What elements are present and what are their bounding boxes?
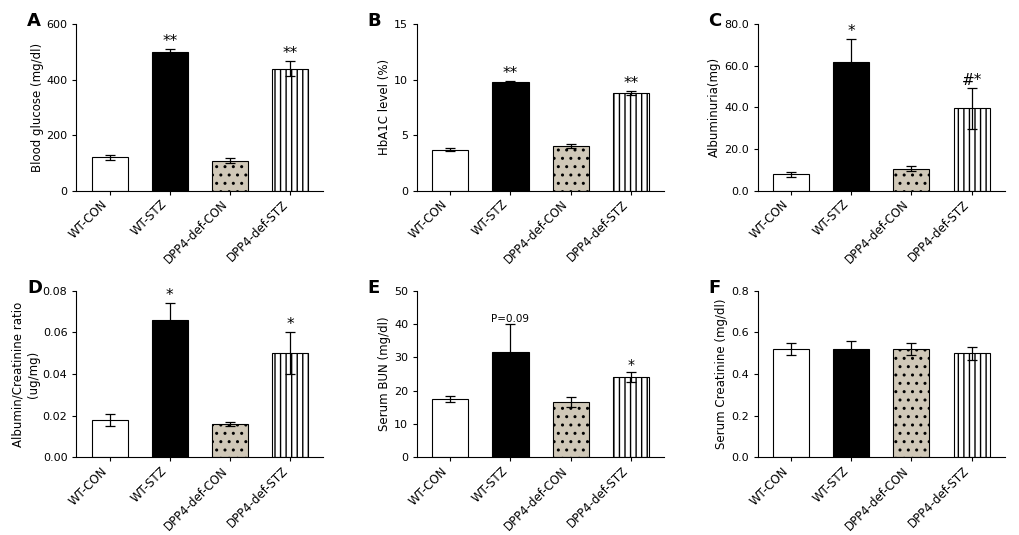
Y-axis label: HbA1C level (%): HbA1C level (%) <box>378 59 391 156</box>
Bar <box>772 349 808 457</box>
Bar <box>893 349 928 457</box>
Bar <box>272 353 308 457</box>
Bar <box>492 353 528 457</box>
Text: *: * <box>847 24 854 39</box>
Bar <box>893 169 928 191</box>
Text: F: F <box>708 279 720 297</box>
Y-axis label: Albumin/Creatinine ratio
(ug/mg): Albumin/Creatinine ratio (ug/mg) <box>12 301 40 447</box>
Bar <box>833 349 868 457</box>
Bar <box>552 146 588 191</box>
Bar <box>212 160 248 191</box>
Y-axis label: Blood glucose (mg/dl): Blood glucose (mg/dl) <box>31 43 44 172</box>
Y-axis label: Albuminuria(mg): Albuminuria(mg) <box>707 57 720 157</box>
Text: *: * <box>286 317 293 332</box>
Bar <box>612 93 648 191</box>
Bar <box>152 320 187 457</box>
Bar <box>772 174 808 191</box>
Bar <box>552 402 588 457</box>
Bar <box>833 62 868 191</box>
Text: **: ** <box>282 46 298 61</box>
Bar <box>272 68 308 191</box>
Bar <box>953 109 988 191</box>
Text: D: D <box>28 279 42 297</box>
Text: *: * <box>166 288 173 303</box>
Text: **: ** <box>623 75 638 90</box>
Text: #*: #* <box>961 73 981 88</box>
Text: C: C <box>708 12 721 30</box>
Bar <box>953 353 988 457</box>
Bar <box>432 150 468 191</box>
Bar <box>432 399 468 457</box>
Text: *: * <box>627 358 634 372</box>
Bar <box>212 424 248 457</box>
Text: A: A <box>28 12 41 30</box>
Y-axis label: Serum BUN (mg/dl): Serum BUN (mg/dl) <box>378 317 391 431</box>
Bar <box>152 52 187 191</box>
Text: P=0.09: P=0.09 <box>491 314 529 324</box>
Text: E: E <box>368 279 380 297</box>
Bar <box>612 377 648 457</box>
Y-axis label: Serum Creatinine (mg/dl): Serum Creatinine (mg/dl) <box>714 299 728 449</box>
Bar <box>492 82 528 191</box>
Bar <box>92 420 127 457</box>
Text: B: B <box>368 12 381 30</box>
Text: **: ** <box>162 34 177 49</box>
Bar <box>92 157 127 191</box>
Text: **: ** <box>502 65 518 81</box>
